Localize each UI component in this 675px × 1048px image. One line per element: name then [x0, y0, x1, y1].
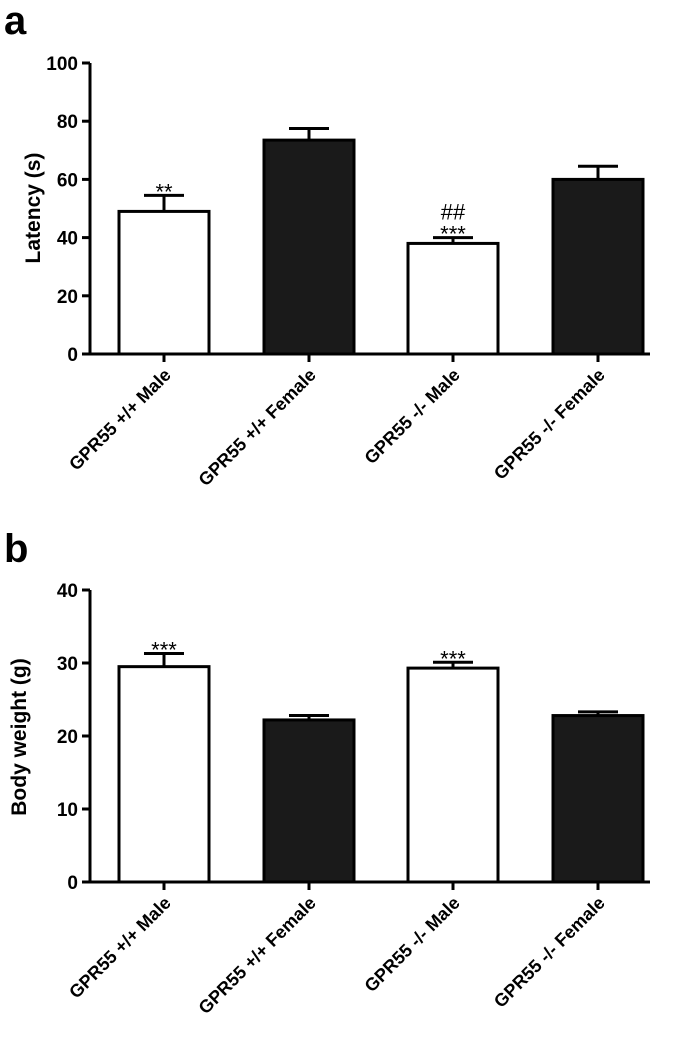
bar [262, 138, 356, 356]
y-tick-label: 80 [57, 112, 78, 133]
y-tick-label: 30 [57, 654, 78, 675]
category-labels-group: GPR55 +/+ Male GPR55 +/+ Female GPR55 -/- … [65, 365, 609, 490]
y-tick-label: 20 [57, 727, 78, 748]
significance-annotation: ## [441, 200, 466, 225]
significance-annotation: ** [155, 179, 173, 204]
axes-group: 0 20 40 60 80 100 [46, 54, 650, 366]
y-tick-label: 40 [57, 229, 78, 250]
axes-group: 0 10 20 30 40 [57, 581, 650, 894]
category-label: GPR55 -/- Male [361, 893, 464, 996]
panel-a-chart: a Latency (s) ** ##*** 0 20 40 60 80 100 GPR55… [4, 0, 650, 490]
bars-group [117, 665, 645, 884]
y-axis-label: Body weight (g) [8, 658, 31, 815]
category-label: GPR55 -/- Female [490, 365, 609, 484]
significance-annotation: *** [440, 646, 466, 671]
category-labels-group: GPR55 +/+ Male GPR55 +/+ Female GPR55 -/- … [65, 893, 609, 1018]
bar [406, 666, 500, 884]
y-tick-label: 20 [57, 287, 78, 308]
category-label: GPR55 +/+ Female [195, 893, 320, 1018]
bar [406, 241, 500, 356]
bar [551, 714, 645, 884]
y-tick-label: 40 [57, 581, 78, 602]
error-bars-group [144, 652, 618, 720]
significance-annotation: *** [440, 222, 466, 247]
y-tick-label: 60 [57, 170, 78, 191]
y-tick-label: 0 [67, 873, 78, 894]
y-axis-label: Latency (s) [22, 153, 45, 264]
y-tick-label: 10 [57, 800, 78, 821]
annotations-group: *** *** [151, 638, 466, 672]
category-label: GPR55 -/- Female [490, 893, 609, 1012]
category-label: GPR55 +/+ Male [65, 893, 175, 1003]
bar [117, 665, 211, 884]
panel-letter-b: b [4, 527, 28, 571]
category-label: GPR55 +/+ Female [195, 365, 320, 490]
significance-annotation: *** [151, 638, 177, 663]
panel-letter-a: a [4, 0, 27, 43]
category-label: GPR55 -/- Male [361, 365, 464, 468]
bar [262, 718, 356, 884]
y-tick-label: 0 [67, 345, 78, 366]
bar [551, 177, 645, 356]
panel-b-chart: b Body weight (g) *** *** 0 10 20 30 40 GPR55… [4, 527, 650, 1018]
bars-group [117, 138, 645, 356]
annotations-group: ** ##*** [155, 179, 466, 246]
bar [117, 209, 211, 356]
error-bars-group [144, 126, 618, 244]
category-label: GPR55 +/+ Male [65, 365, 175, 475]
y-tick-label: 100 [46, 54, 78, 75]
